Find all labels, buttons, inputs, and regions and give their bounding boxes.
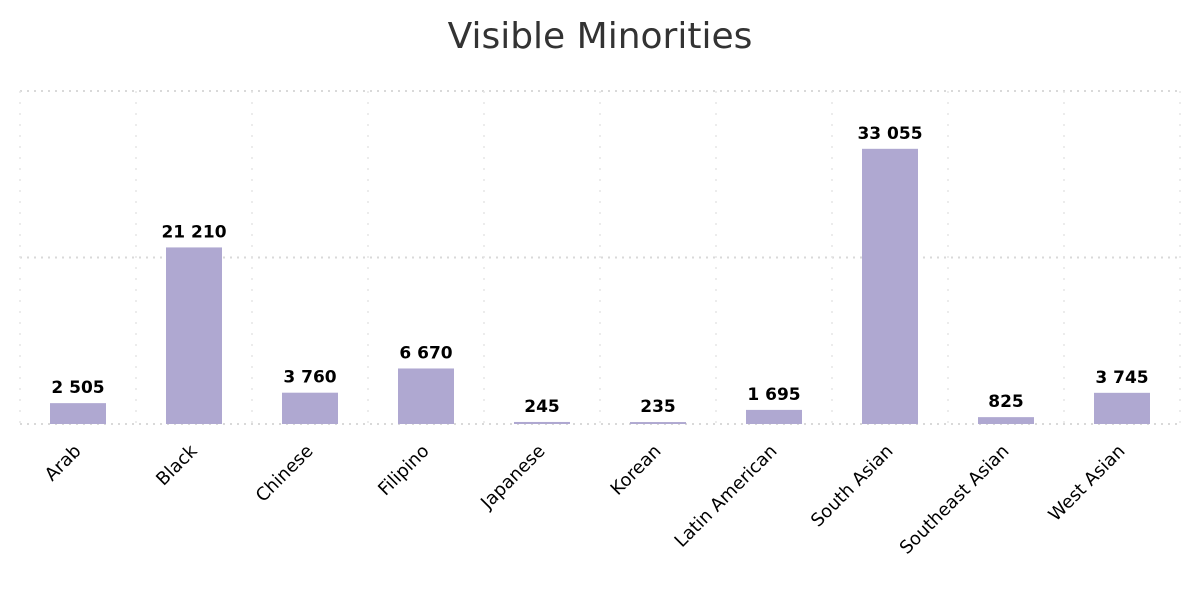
x-tick-label-japanese: Japanese <box>476 441 549 514</box>
value-label-south-asian: 33 055 <box>857 124 922 144</box>
x-tick-label-chinese: Chinese <box>252 441 318 507</box>
value-label-japanese: 245 <box>524 397 560 417</box>
chart-title: Visible Minorities <box>448 16 753 57</box>
bar-chinese <box>282 392 338 424</box>
value-label-filipino: 6 670 <box>399 343 452 363</box>
bar-korean <box>630 422 686 424</box>
x-tick-label-arab: Arab <box>41 441 86 486</box>
bar-south-asian <box>862 148 918 424</box>
x-tick-label-filipino: Filipino <box>374 441 433 500</box>
bar-arab <box>50 403 106 424</box>
bar-southeast-asian <box>978 417 1034 424</box>
value-label-southeast-asian: 825 <box>988 392 1024 412</box>
bars <box>50 148 1150 424</box>
bar-japanese <box>514 421 570 424</box>
value-label-west-asian: 3 745 <box>1095 368 1148 388</box>
value-label-arab: 2 505 <box>51 378 104 398</box>
bar-latin-american <box>746 409 802 424</box>
x-tick-label-black: Black <box>152 440 202 490</box>
x-tick-label-korean: Korean <box>607 441 666 500</box>
value-label-korean: 235 <box>640 397 676 417</box>
x-tick-label-latin-american: Latin American <box>671 441 782 552</box>
value-label-chinese: 3 760 <box>283 368 336 388</box>
value-label-latin-american: 1 695 <box>747 385 800 405</box>
x-axis-tick-labels: Arab Black Chinese Filipino Japanese Korean La… <box>41 440 1130 558</box>
bar-filipino <box>398 368 454 424</box>
x-tick-label-southeast-asian: Southeast Asian <box>896 441 1014 559</box>
value-labels: 2 505 21 210 3 760 6 670 245 235 1 695 33 055 82… <box>51 124 1148 417</box>
value-label-black: 21 210 <box>161 222 226 242</box>
x-tick-label-west-asian: West Asian <box>1045 441 1130 526</box>
x-tick-label-south-asian: South Asian <box>807 441 898 532</box>
bar-west-asian <box>1094 392 1150 424</box>
bar-black <box>166 247 222 424</box>
